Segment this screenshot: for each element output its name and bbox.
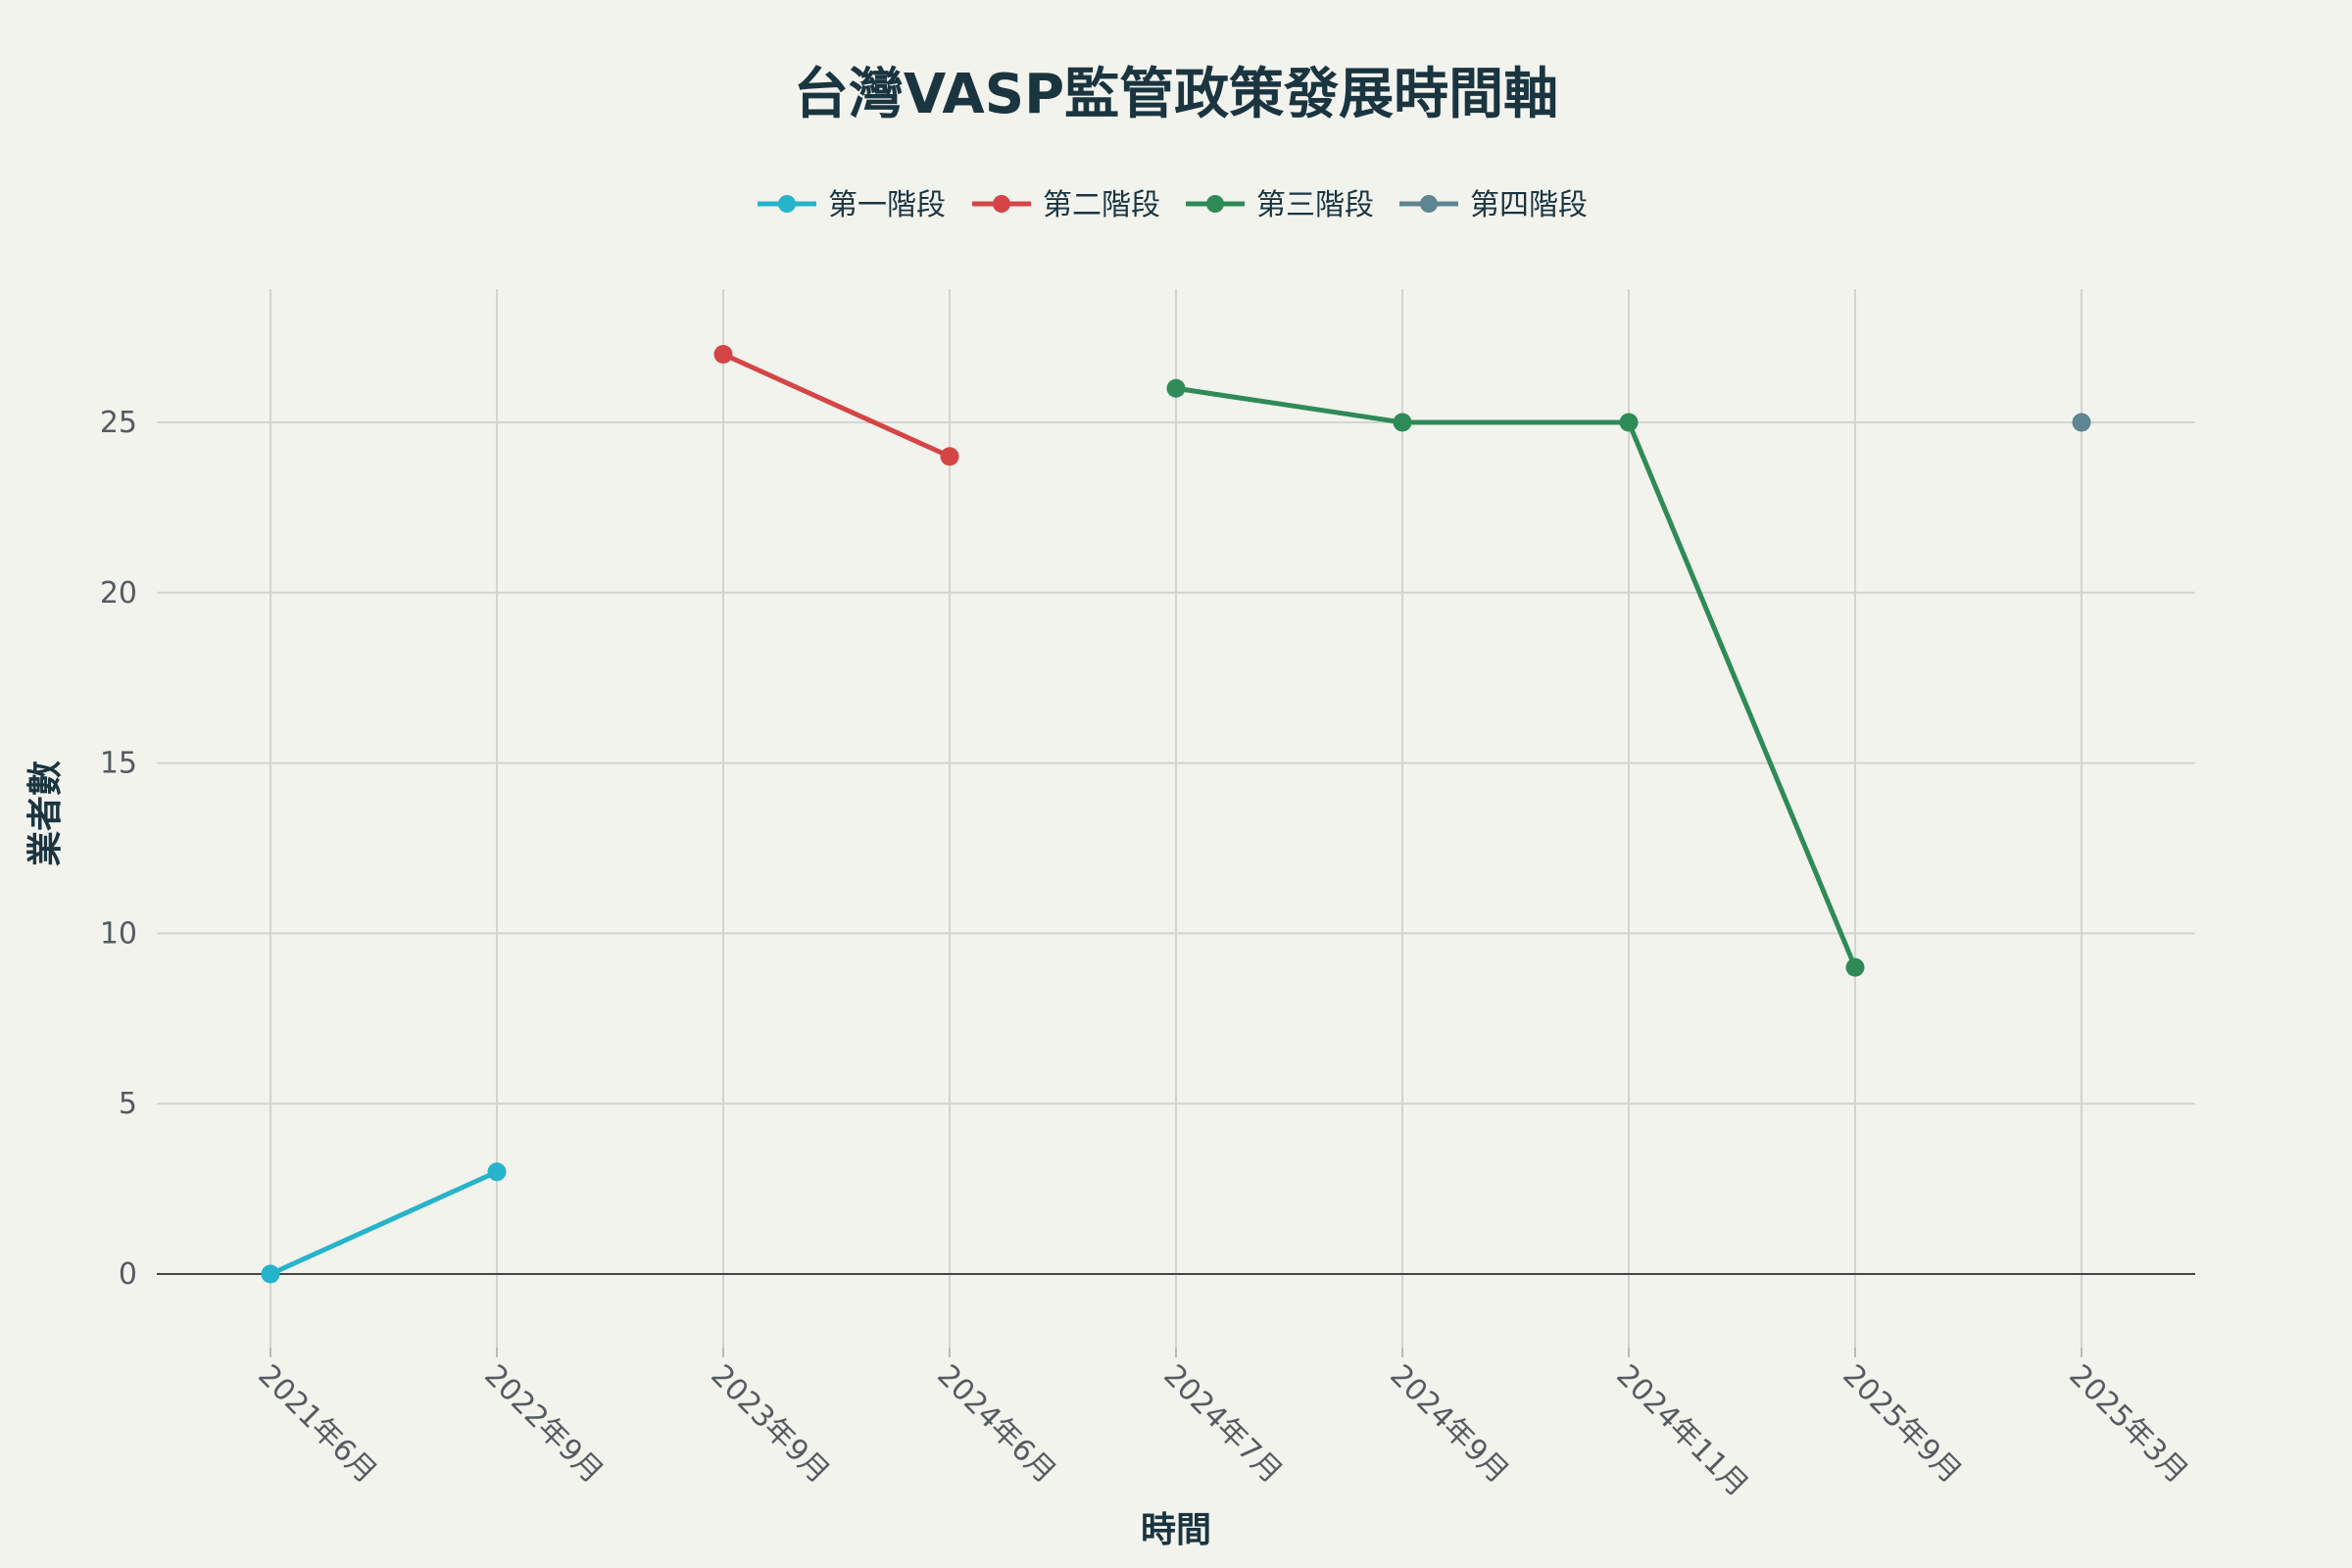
legend-marker — [1420, 195, 1438, 213]
series-3 — [1166, 378, 1865, 977]
legend: 第一階段 第二階段 第三階段 第四階段 — [758, 188, 1588, 222]
x-tick-label: 2025年9月 — [1836, 1358, 1968, 1491]
data-point — [2072, 413, 2091, 432]
data-point — [487, 1162, 507, 1182]
legend-marker — [993, 195, 1010, 213]
chart-title: 台灣VASP監管政策發展時間軸 — [794, 63, 1558, 126]
series-layer — [261, 344, 2091, 1284]
y-tick-label: 0 — [119, 1257, 137, 1292]
legend-marker — [778, 195, 796, 213]
y-tick-label: 25 — [100, 406, 137, 440]
y-tick-label: 5 — [119, 1087, 137, 1121]
series-line — [268, 1169, 500, 1277]
x-tick-label: 2024年11月 — [1609, 1358, 1754, 1503]
data-point — [1166, 378, 1186, 398]
x-tick-label: 2024年7月 — [1156, 1358, 1289, 1491]
legend-marker — [1206, 195, 1224, 213]
x-tick-label: 2024年6月 — [930, 1358, 1062, 1491]
data-point — [1619, 413, 1639, 432]
x-axis: 2021年6月 2022年9月 2023年9月 2024年6月 2024年7月 2024年… — [251, 1348, 2194, 1503]
y-tick-label: 20 — [100, 576, 137, 611]
legend-label: 第三階段 — [1256, 188, 1374, 222]
data-point — [261, 1264, 280, 1284]
y-axis-title: 業者數 — [25, 760, 66, 866]
y-axis: 0 5 10 15 20 25 — [100, 406, 137, 1292]
x-tick-label: 2021年6月 — [251, 1358, 383, 1491]
series-line — [1173, 385, 1858, 970]
data-point — [1845, 957, 1865, 977]
legend-label: 第一階段 — [828, 188, 946, 222]
grid — [157, 289, 2195, 1348]
legend-label: 第四階段 — [1470, 188, 1588, 222]
x-tick-label: 2022年9月 — [477, 1358, 610, 1491]
x-tick-label: 2025年3月 — [2062, 1358, 2194, 1491]
data-point — [713, 344, 733, 364]
legend-item: 第四階段 — [1399, 188, 1588, 222]
data-point — [1393, 413, 1412, 432]
legend-label: 第二階段 — [1043, 188, 1160, 222]
legend-item: 第二階段 — [972, 188, 1160, 222]
x-tick-label: 2024年9月 — [1383, 1358, 1515, 1491]
series-1 — [261, 1162, 507, 1284]
series-4 — [2072, 413, 2091, 432]
y-tick-label: 10 — [100, 916, 137, 951]
legend-item: 第一階段 — [758, 188, 946, 222]
legend-item: 第三階段 — [1186, 188, 1374, 222]
data-point — [940, 447, 959, 466]
y-tick-label: 15 — [100, 747, 137, 781]
x-tick-label: 2023年9月 — [704, 1358, 836, 1491]
series-line — [720, 351, 953, 460]
x-axis-title: 時間 — [1141, 1510, 1211, 1550]
series-2 — [713, 344, 959, 466]
